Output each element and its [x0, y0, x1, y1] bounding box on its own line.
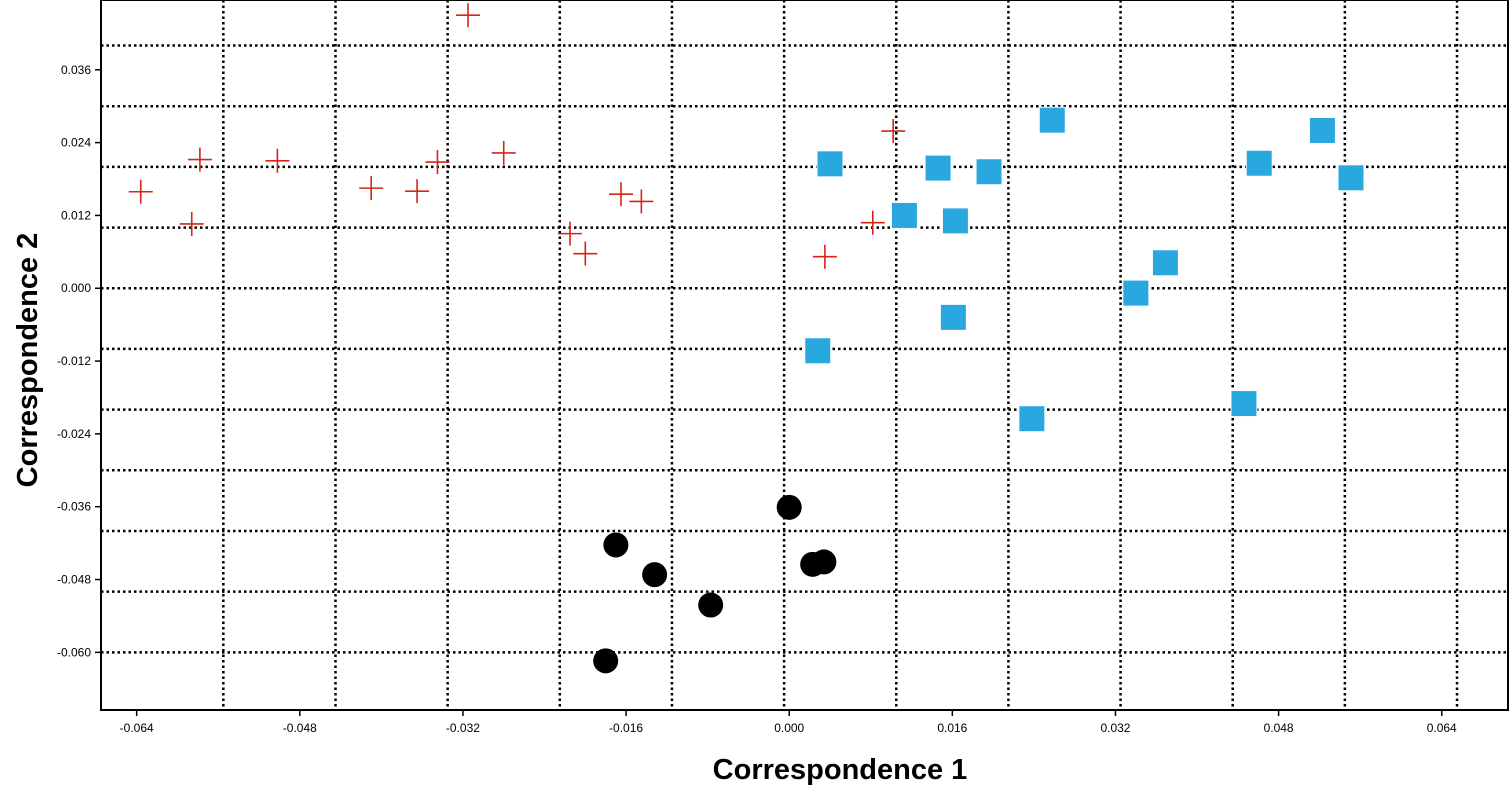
square-marker-point	[975, 158, 1003, 186]
x-tick-label: 0.016	[937, 721, 967, 735]
x-tick-label: 0.000	[774, 721, 804, 735]
plus-marker-point	[573, 241, 598, 266]
tick-labels: -0.064 -0.048 -0.032 -0.016 0.000 0.016 0.032 0…	[57, 63, 1457, 735]
y-tick-label: 0.024	[61, 136, 91, 150]
x-tick-label: -0.048	[283, 721, 317, 735]
square-marker-point	[1230, 390, 1258, 418]
x-tick-label: -0.064	[120, 721, 154, 735]
plus-marker-point	[359, 176, 384, 201]
circle-marker-point	[642, 562, 668, 588]
square-marker-point	[1245, 149, 1273, 177]
square-marker-point	[1308, 116, 1336, 144]
y-tick-label: 0.012	[61, 208, 91, 222]
y-tick-label: -0.036	[57, 500, 91, 514]
x-tick-label: 0.064	[1427, 721, 1457, 735]
gridlines	[101, 0, 1508, 710]
circle-marker-point	[776, 494, 802, 520]
x-tick-label: -0.032	[446, 721, 480, 735]
plus-marker-point	[629, 189, 654, 214]
plus-marker-point	[456, 3, 481, 28]
y-tick-label: -0.060	[57, 645, 91, 659]
square-marker-point	[1151, 249, 1179, 277]
y-tick-label: 0.000	[61, 281, 91, 295]
plus-marker-point	[265, 148, 290, 173]
square-marker-point	[939, 303, 967, 331]
square-marker-point	[816, 150, 844, 178]
plus-marker-point	[812, 244, 837, 269]
y-tick-label: -0.024	[57, 427, 91, 441]
square-marker-point	[1018, 405, 1046, 433]
data-points	[128, 3, 1365, 674]
x-tick-label: -0.016	[609, 721, 643, 735]
x-axis-title: Correspondence 1	[713, 754, 968, 786]
plus-marker-point	[425, 150, 450, 175]
square-marker-point	[924, 154, 952, 182]
plus-marker-point	[608, 182, 633, 207]
circle-marker-point	[698, 592, 724, 618]
plus-marker-point	[128, 179, 153, 204]
circle-marker-point	[603, 532, 629, 558]
x-tick-label: 0.048	[1264, 721, 1294, 735]
y-tick-label: -0.048	[57, 573, 91, 587]
y-tick-label: 0.036	[61, 63, 91, 77]
y-axis-title: Correspondence 2	[12, 233, 44, 488]
y-tick-label: -0.012	[57, 354, 91, 368]
plus-marker-point	[558, 221, 582, 246]
plus-marker-point	[405, 179, 430, 204]
x-tick-label: 0.032	[1100, 721, 1130, 735]
square-marker-point	[804, 337, 832, 365]
square-marker-point	[1038, 106, 1066, 134]
plus-marker-point	[860, 210, 885, 235]
square-marker-point	[1122, 279, 1150, 307]
plot-frame	[100, 0, 1509, 711]
circle-marker-point	[593, 648, 619, 674]
circle-marker-point	[811, 549, 837, 575]
plus-marker-point	[491, 140, 516, 165]
plus-marker-point	[881, 119, 906, 144]
plus-marker-point	[187, 147, 212, 172]
plus-marker-point	[179, 211, 204, 236]
square-marker-point	[890, 201, 918, 229]
square-marker-point	[941, 207, 969, 235]
square-marker-point	[1337, 164, 1365, 192]
